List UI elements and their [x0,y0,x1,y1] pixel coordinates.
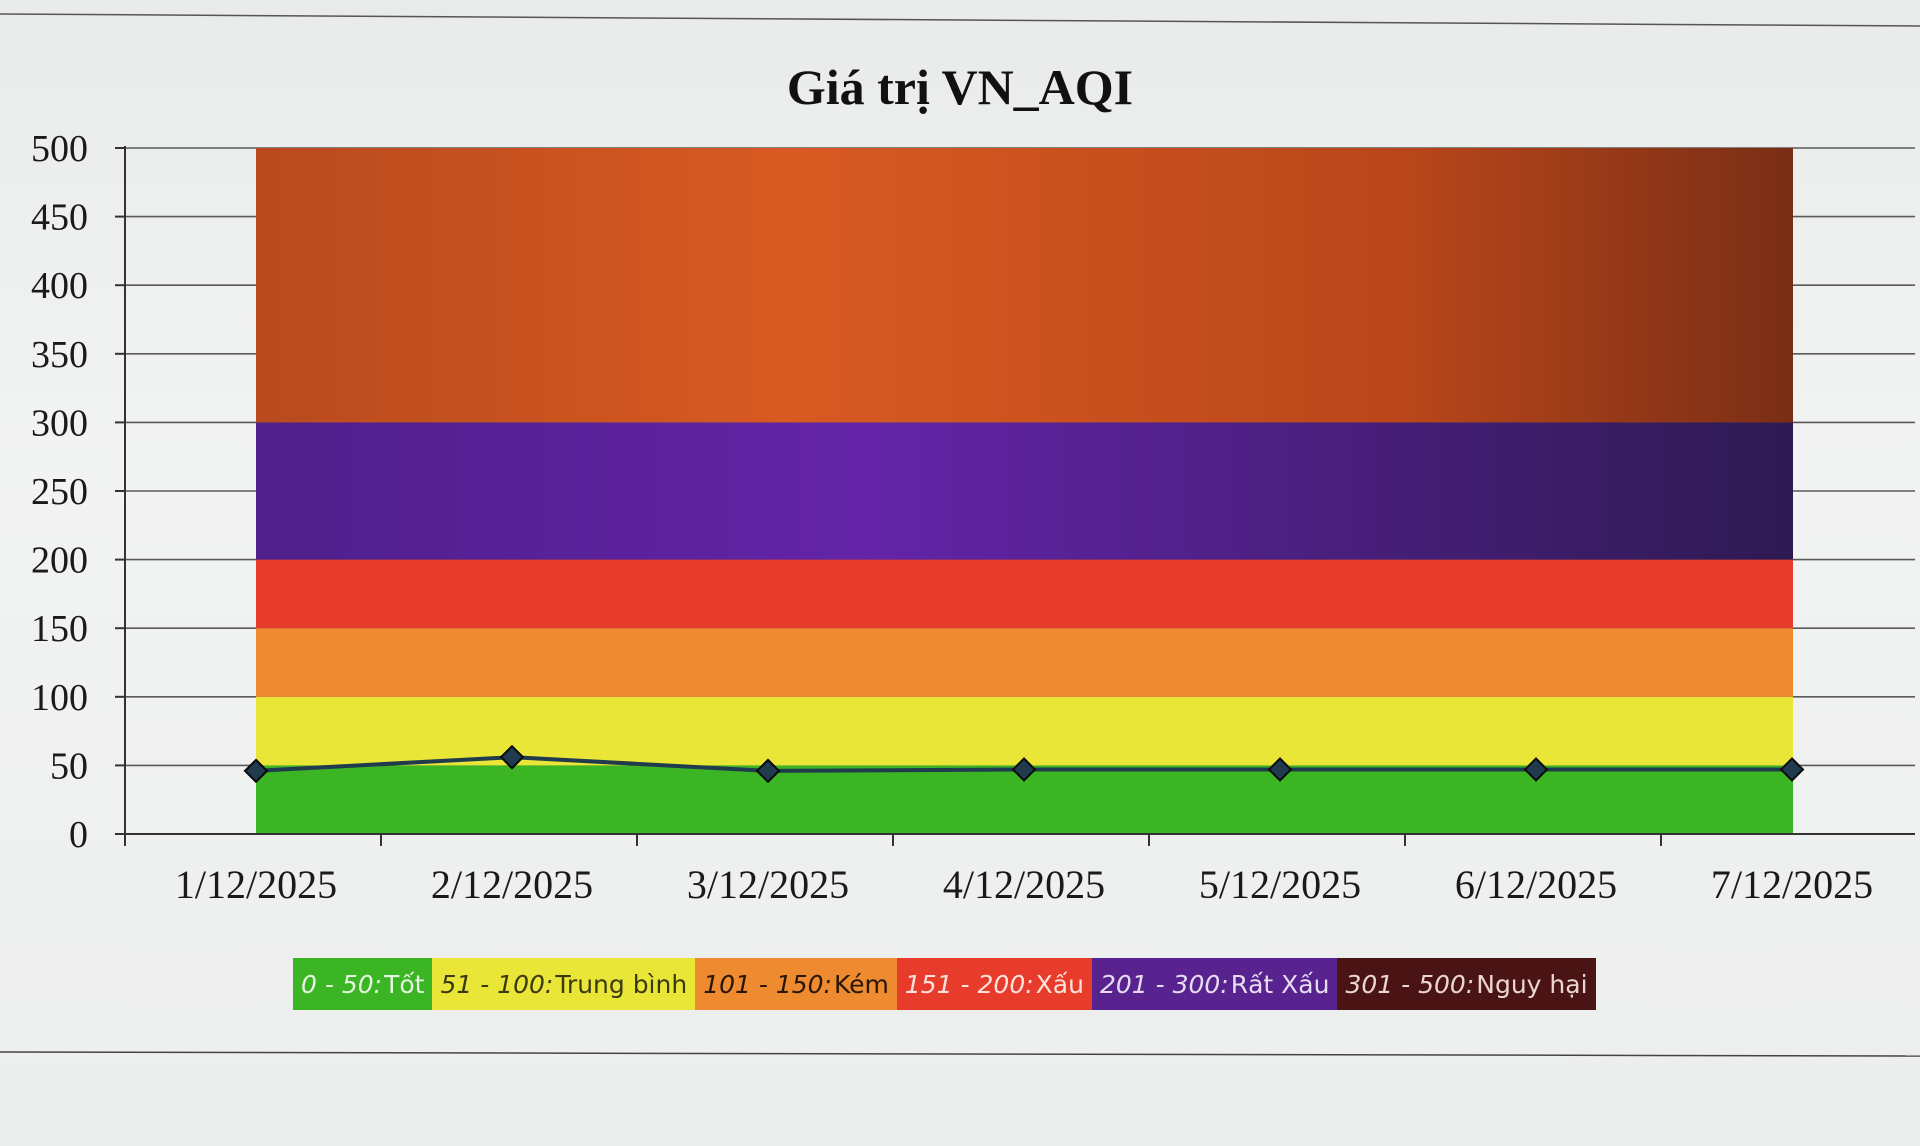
x-tick-label: 1/12/2025 [175,862,337,907]
y-tick-label: 200 [31,540,88,582]
y-tick-labels: 0 50 100 150 200 250 300 350 400 450 500 [31,128,88,856]
aqi-band [256,148,1793,423]
data-point [499,744,525,770]
data-point [1011,757,1037,782]
data-point [1267,757,1293,782]
legend-item: 301 - 500: Nguy hại [1337,958,1596,1010]
x-tick-label: 2/12/2025 [431,862,593,907]
legend-label: Nguy hại [1476,969,1588,999]
y-tick-label: 250 [31,471,88,513]
aqi-band [256,559,1793,629]
x-tick-label: 3/12/2025 [687,862,849,907]
x-tick-label: 4/12/2025 [943,862,1105,907]
legend-label: Xấu [1035,969,1084,999]
legend-label: Tốt [384,969,425,999]
aqi-series [243,744,1805,784]
y-tick-label: 0 [69,814,88,856]
aqi-bands [256,148,1793,834]
x-tick-label: 6/12/2025 [1455,862,1617,907]
y-tick-label: 100 [31,677,88,719]
y-tick-label: 300 [31,402,88,444]
legend-range: 201 - 300: [1099,969,1229,999]
y-tick-label: 450 [31,197,88,239]
legend-label: Kém [833,969,889,999]
legend-range: 0 - 50: [301,969,383,999]
legend-range: 101 - 150: [703,969,832,999]
legend-item: 51 - 100: Trung bình [432,958,696,1010]
data-point [243,758,269,784]
legend-range: 301 - 500: [1345,969,1475,999]
aqi-band [256,628,1793,697]
x-tick-label: 5/12/2025 [1199,862,1361,907]
data-point [1523,757,1549,782]
legend: 0 - 50: Tốt 51 - 100: Trung bình 101 - 150: K… [293,958,1596,1010]
aqi-band [256,422,1793,560]
legend-item: 151 - 200: Xấu [896,958,1092,1010]
legend-item: 101 - 150: Kém [695,958,897,1010]
legend-range: 51 - 100: [440,969,554,999]
chart-title: Giá trị VN_AQI [787,59,1133,115]
y-tick-label: 350 [31,334,88,376]
y-tick-label: 50 [50,745,88,787]
y-tick-label: 500 [31,128,88,170]
legend-label: Trung bình [555,969,688,999]
y-tick-label: 150 [31,608,88,650]
top-border-line [0,13,1920,27]
x-tick-label: 7/12/2025 [1711,862,1873,907]
legend-item: 201 - 300: Rất Xấu [1091,958,1338,1010]
legend-item: 0 - 50: Tốt [293,958,433,1010]
x-tick-labels: 1/12/2025 2/12/2025 3/12/2025 4/12/2025 5/12… [175,862,1873,907]
data-point [1779,757,1805,782]
axes [115,146,1915,846]
data-point [755,758,781,784]
legend-label: Rất Xấu [1230,969,1330,999]
y-tick-label: 400 [31,265,88,307]
legend-range: 151 - 200: [904,969,1034,999]
aqi-band [256,696,1793,766]
bottom-border-line [0,1051,1920,1057]
